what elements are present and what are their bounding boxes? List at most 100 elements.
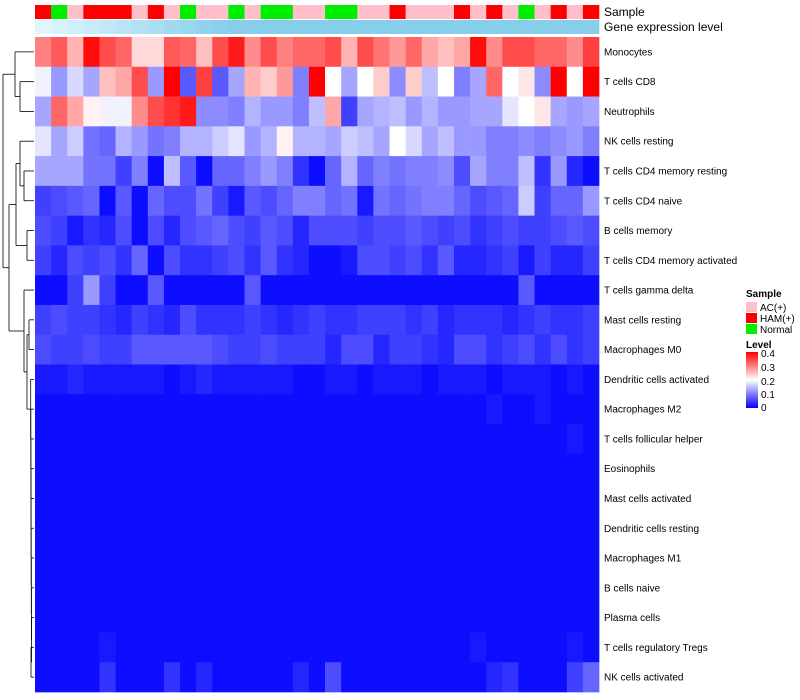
heatmap-cell [373, 513, 390, 544]
heatmap-cell [115, 185, 133, 216]
heatmap-cell [115, 424, 133, 455]
heatmap-cell [51, 37, 68, 68]
heatmap-cell [389, 602, 406, 633]
heatmap-cell [163, 424, 181, 455]
heatmap-cell [502, 96, 519, 127]
heatmap-cell [115, 572, 133, 604]
expression-cell [470, 20, 487, 34]
heatmap-cell [99, 275, 116, 306]
heatmap-cell [308, 304, 326, 336]
heatmap-cell [115, 543, 133, 574]
row-label: Neutrophils [604, 107, 655, 118]
heatmap-cell [83, 513, 100, 544]
heatmap-cell [163, 304, 181, 336]
heatmap-cell [502, 304, 519, 336]
heatmap-cell [421, 66, 439, 97]
heatmap-cell [67, 543, 84, 574]
heatmap-cell [502, 364, 519, 395]
sample-cell [147, 5, 165, 19]
heatmap-cell [325, 245, 342, 276]
sample-cell [325, 5, 342, 19]
heatmap-cell [357, 185, 374, 216]
heatmap-cell [212, 275, 229, 306]
expression-cell [405, 20, 423, 34]
heatmap-cell [180, 602, 197, 633]
heatmap-cell [486, 245, 503, 276]
heatmap-cell [244, 37, 261, 68]
heatmap-cell [550, 37, 568, 68]
heatmap-cell [147, 304, 165, 336]
heatmap-cell [276, 185, 294, 216]
heatmap-cell [566, 275, 584, 306]
heatmap-cell [83, 215, 100, 246]
heatmap-cell [470, 334, 487, 365]
heatmap-cell [453, 185, 471, 216]
heatmap-cell [308, 483, 326, 514]
heatmap-cell [244, 662, 261, 693]
legend-tick-0: 0 [761, 403, 767, 414]
expression-cell [228, 20, 245, 34]
heatmap-cell [486, 483, 503, 514]
sample-cell [566, 5, 584, 19]
heatmap-cell [582, 513, 600, 544]
expression-cell [518, 20, 535, 34]
heatmap-cell [83, 662, 100, 693]
heatmap-cell [357, 602, 374, 633]
heatmap-cell [518, 304, 535, 336]
heatmap-cell [260, 215, 278, 246]
heatmap-cell [51, 662, 68, 693]
heatmap-cell [292, 185, 310, 216]
heatmap-cell [453, 424, 471, 455]
heatmap-cell [421, 334, 439, 365]
heatmap-cell [244, 364, 261, 395]
heatmap-cell [582, 662, 600, 693]
heatmap-cell [260, 424, 278, 455]
sample-cell [131, 5, 149, 19]
heatmap-cell [486, 37, 503, 68]
heatmap-cell [550, 185, 568, 216]
heatmap-cell [341, 37, 358, 68]
heatmap-cell [325, 156, 342, 187]
sample-cell [550, 5, 568, 19]
heatmap-cell [518, 483, 535, 514]
heatmap-cell [325, 304, 342, 336]
heatmap-cell [292, 424, 310, 455]
heatmap-cell [341, 215, 358, 246]
expression-cell [196, 20, 213, 34]
sample-cell [163, 5, 181, 19]
heatmap-cell [51, 304, 68, 336]
heatmap-cell [99, 424, 116, 455]
heatmap-cell [260, 662, 278, 693]
heatmap-cell [83, 156, 100, 187]
heatmap-cell [83, 394, 100, 425]
heatmap-cell [260, 185, 278, 216]
heatmap-cell [405, 215, 423, 246]
heatmap-cell [421, 602, 439, 633]
heatmap-cell [35, 662, 52, 693]
heatmap-cell [83, 572, 100, 604]
heatmap-cell [325, 96, 342, 127]
row-dendrogram [2, 51, 34, 678]
heatmap-cell [357, 304, 374, 336]
expression-cell [115, 20, 132, 34]
heatmap-cell [67, 364, 84, 395]
expression-cell [244, 20, 261, 34]
heatmap-cell [196, 304, 213, 336]
heatmap-cell [83, 185, 100, 216]
heatmap-cell [470, 185, 487, 216]
heatmap-cell [325, 424, 342, 455]
row-label: Mast cells activated [604, 494, 691, 505]
heatmap-cell [260, 37, 278, 68]
heatmap-cell [292, 453, 310, 484]
heatmap-cell [212, 483, 229, 514]
heatmap-cell [389, 37, 406, 68]
heatmap-cell [163, 334, 181, 365]
heatmap-cell [180, 275, 197, 306]
heatmap-cell [389, 364, 406, 395]
heatmap-cell [437, 156, 455, 187]
heatmap-cell [566, 602, 584, 633]
heatmap-cell [518, 662, 535, 693]
heatmap-cell [502, 156, 519, 187]
heatmap-cell [131, 96, 149, 127]
heatmap-cell [212, 364, 229, 395]
